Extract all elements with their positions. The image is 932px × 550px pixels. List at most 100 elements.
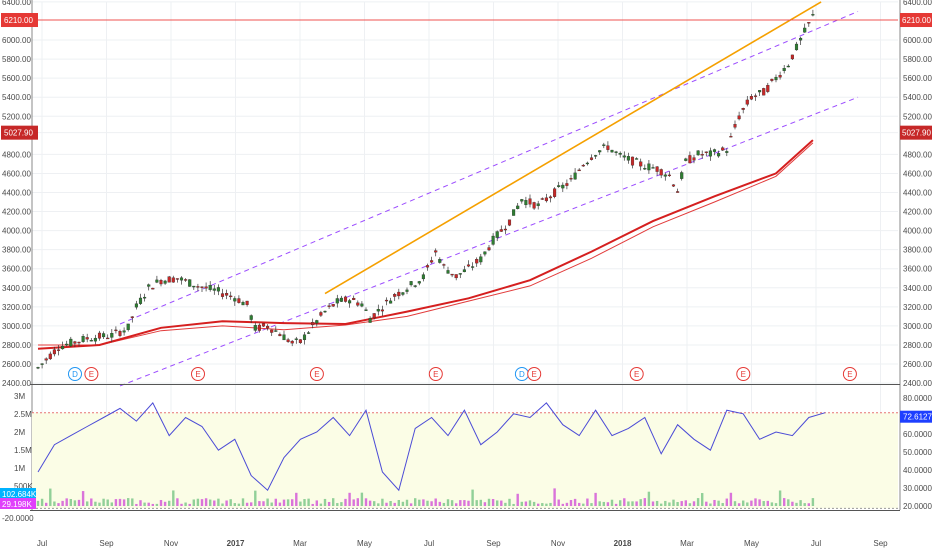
candle-body [184, 279, 188, 281]
volume-bar [737, 503, 741, 506]
candle-body [454, 274, 458, 279]
candle-body [61, 345, 65, 350]
volume-bar [344, 498, 347, 506]
volume-bar [258, 501, 261, 506]
indicator-tick: 80.0000 [903, 394, 932, 403]
candle-body [393, 294, 397, 297]
volume-bar [405, 499, 409, 506]
candle-body [196, 286, 200, 288]
volume-bar [233, 503, 236, 506]
volume-bar [651, 501, 655, 506]
candle-body [102, 333, 106, 338]
candle-body [241, 302, 245, 306]
candle-body [212, 288, 216, 291]
price-tick-right: 3600.00 [903, 265, 932, 274]
price-tick-right: 4400.00 [903, 189, 932, 198]
price-tick-left: 3400.00 [2, 284, 31, 293]
price-axis-left: 6400.00 6210.00 6000.00 5800.00 5600.00 5400.… [1, 0, 38, 510]
volume-bar [274, 498, 277, 506]
volume-bar [282, 499, 286, 506]
candle-body [512, 209, 516, 216]
volume-bar [446, 499, 450, 506]
candle-body [360, 303, 364, 307]
volume-bar [118, 498, 122, 506]
indicator-line [37, 402, 826, 492]
volume-bar [696, 498, 700, 506]
volume-bar [512, 503, 515, 506]
volume-bar [569, 500, 573, 506]
volume-bar [774, 503, 778, 506]
candle-body [163, 280, 167, 284]
price-tick-left: 4800.00 [2, 150, 31, 159]
candle-body [65, 343, 69, 346]
price-tick-right: 5400.00 [903, 93, 932, 102]
candle-body [114, 329, 118, 332]
candle-body [155, 279, 159, 283]
volume-bar [229, 499, 232, 506]
candle-body [134, 303, 138, 308]
volume-bar [483, 502, 487, 506]
candle-body [790, 54, 794, 60]
candle-body [294, 338, 298, 340]
volume-bar [799, 500, 802, 506]
candle-body [89, 340, 93, 342]
event-marker-label: E [847, 370, 852, 379]
candle-body [561, 184, 565, 189]
candle-body [729, 136, 733, 138]
candle-body [659, 169, 663, 176]
volume-bar [409, 503, 413, 506]
candle-body [143, 296, 147, 299]
volume-bar [291, 499, 294, 506]
price-tick-right: 6000.00 [903, 36, 932, 45]
volume-bar [36, 500, 40, 506]
candle-body [602, 144, 606, 146]
candle-body [270, 329, 274, 333]
volume-bar [717, 500, 720, 506]
volume-bar [352, 499, 355, 506]
candle-body [249, 315, 253, 320]
volume-bar [582, 503, 585, 506]
indicator-line-path [37, 402, 826, 492]
price-tick-right: 3800.00 [903, 246, 932, 255]
volume-bar [368, 500, 372, 506]
volume-bar [364, 498, 368, 506]
candle-body [339, 297, 343, 302]
price-tick-right: 4800.00 [903, 150, 932, 159]
volume-bar [811, 498, 815, 506]
volume-bar [266, 498, 269, 506]
volume-bar [278, 502, 282, 506]
volume-bar [565, 502, 569, 506]
volume-bar [450, 500, 454, 506]
candle-body [138, 297, 143, 304]
volume-bar [635, 501, 638, 506]
volume-bar [245, 502, 249, 506]
volume-bar [758, 499, 761, 506]
candle-body [216, 287, 220, 292]
volume-bar [377, 503, 380, 506]
volume-tick: 500K [14, 482, 33, 491]
price-tick-left: 4400.00 [2, 189, 31, 198]
volume-bar [176, 498, 179, 506]
time-tick: May [744, 539, 759, 548]
price-tick-left: 2800.00 [2, 341, 31, 350]
volume-bar [754, 498, 757, 506]
candle-body [807, 22, 811, 24]
candle-body [290, 340, 294, 344]
volume-bar [241, 498, 245, 506]
candle-body [151, 287, 155, 290]
volume-bar [713, 499, 716, 506]
candle-body [175, 278, 179, 280]
price-tag-left: 6210.00 [4, 16, 33, 25]
volume-bar [795, 502, 798, 506]
volume-bar [467, 500, 470, 506]
candle-body [278, 334, 282, 337]
indicator-axis-right: 80.000070.000060.000050.000040.000030.00… [900, 394, 932, 511]
volume-bar [553, 488, 556, 506]
volume-bar [188, 503, 191, 506]
earnings-marker [842, 367, 857, 381]
volume-bar [516, 493, 519, 506]
volume-bar [262, 501, 265, 506]
candle-body [717, 153, 721, 157]
event-marker-label: E [532, 370, 537, 379]
candle-body [93, 337, 97, 342]
